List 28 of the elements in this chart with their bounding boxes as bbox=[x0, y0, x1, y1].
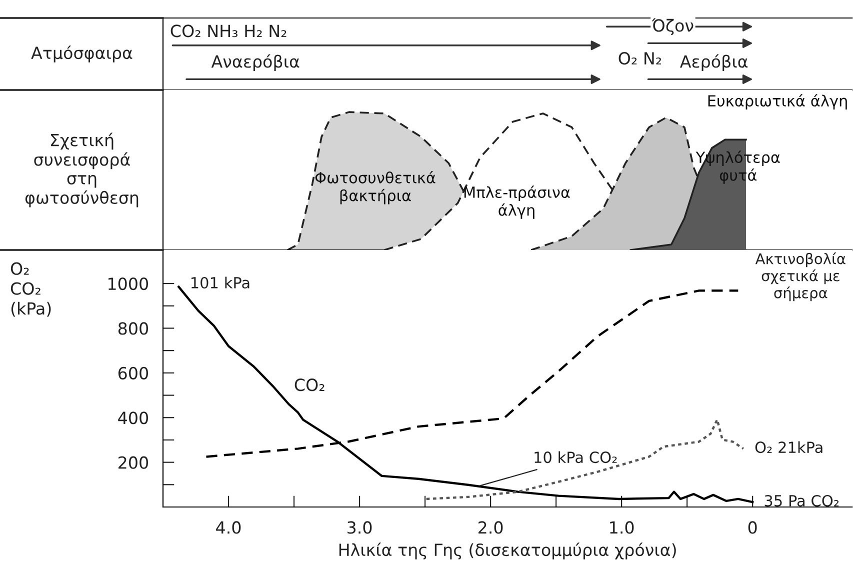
series-label: Μπλε-πράσινα άλγη bbox=[464, 186, 570, 219]
series-label: Ακτινοβολία σχετικά με σήμερα bbox=[755, 252, 846, 302]
text: O₂ N₂ bbox=[618, 52, 662, 65]
x-tick-label: 2.0 bbox=[478, 521, 503, 534]
text: Όζον bbox=[652, 18, 694, 36]
y-tick-label: 200 bbox=[118, 456, 148, 469]
y-tick-label: 800 bbox=[118, 322, 148, 335]
series-label: Φωτοσυνθετικά βακτήρια bbox=[315, 171, 436, 204]
x-tick-label: 1.0 bbox=[610, 521, 634, 534]
y-tick-label: 600 bbox=[118, 366, 148, 380]
y-axis-title: O₂ CO₂ (kPa) bbox=[10, 262, 51, 317]
y-tick-label: 400 bbox=[118, 412, 148, 424]
x-axis-title: Ηλικία της Γης (δισεκατομμύρια χρόνια) bbox=[339, 542, 676, 560]
annotation: 35 Pa CO₂ bbox=[764, 494, 839, 507]
text: Αναερόβια bbox=[211, 54, 300, 72]
series-label: CO₂ bbox=[294, 378, 324, 392]
text: Αερόβια bbox=[680, 54, 748, 72]
annotation: 10 kPa CO₂ bbox=[534, 451, 617, 464]
series-label: Ευκαριωτικά άλγη bbox=[708, 94, 847, 110]
x-tick-label: 3.0 bbox=[348, 521, 372, 534]
x-tick-label: 0 bbox=[748, 521, 757, 534]
text: CO₂ NH₃ H₂ N₂ bbox=[170, 24, 286, 38]
series-label: O₂ 21kPa bbox=[755, 441, 822, 454]
annotation: 101 kPa bbox=[192, 276, 250, 289]
y-axis-title: Σχετική συνεισφορά στη φωτοσύνθεση bbox=[25, 132, 138, 208]
x-tick-label: 4.0 bbox=[216, 521, 241, 534]
y-tick-label: 1000 bbox=[108, 277, 148, 290]
text: Ατμόσφαιρα bbox=[31, 46, 132, 62]
